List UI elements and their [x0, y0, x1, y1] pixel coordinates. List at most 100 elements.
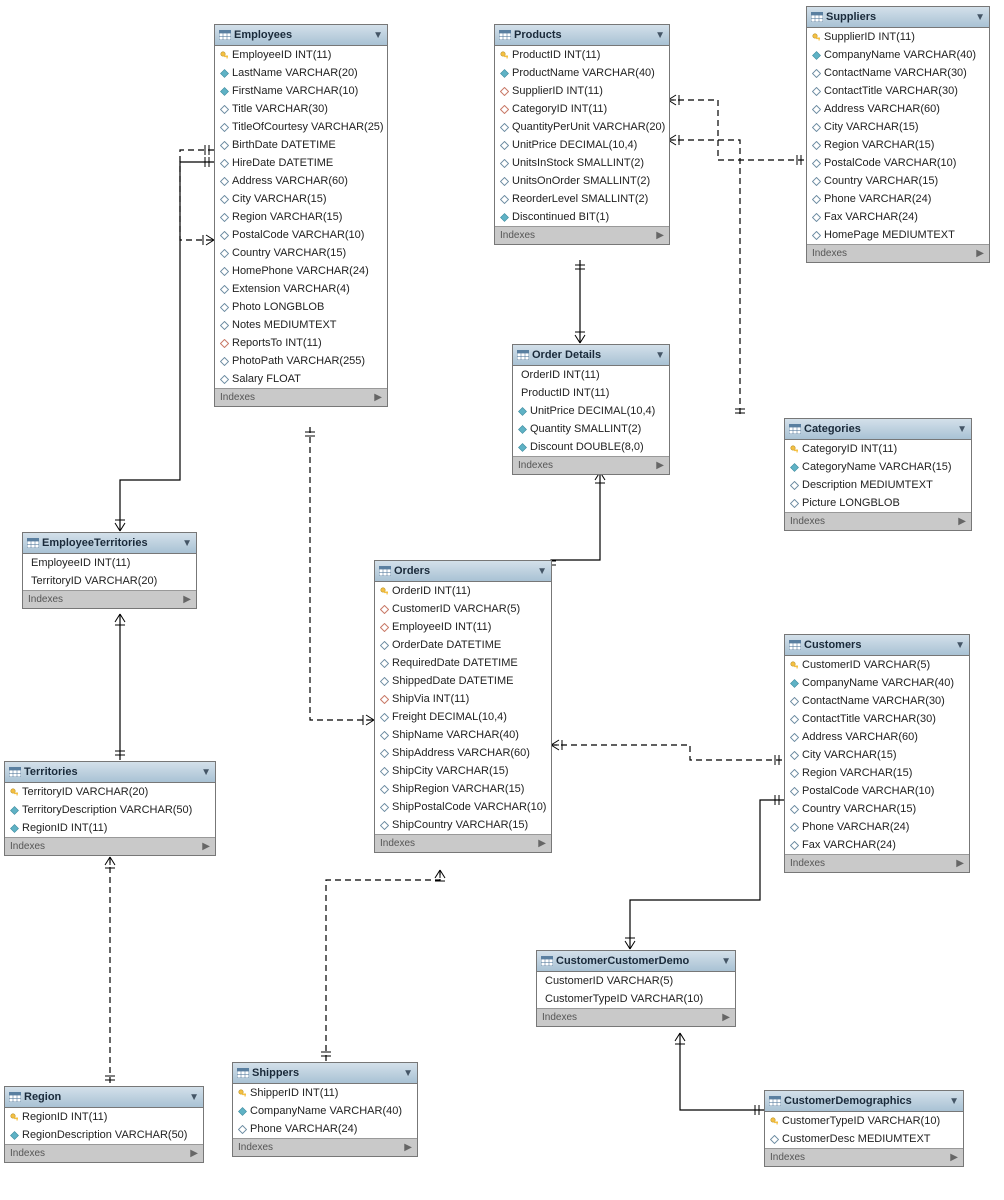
table-header[interactable]: Order Details▼ [513, 345, 669, 366]
column-row[interactable]: RegionID INT(11) [5, 819, 215, 837]
column-row[interactable]: CategoryID INT(11) [495, 100, 669, 118]
column-row[interactable]: Title VARCHAR(30) [215, 100, 387, 118]
column-row[interactable]: UnitPrice DECIMAL(10,4) [513, 402, 669, 420]
table-orderdetails[interactable]: Order Details▼OrderID INT(11)ProductID I… [512, 344, 670, 475]
collapse-arrow-icon[interactable]: ▼ [949, 1096, 959, 1107]
column-row[interactable]: ProductName VARCHAR(40) [495, 64, 669, 82]
table-header[interactable]: Customers▼ [785, 635, 969, 656]
column-row[interactable]: CompanyName VARCHAR(40) [785, 674, 969, 692]
collapse-arrow-icon[interactable]: ▼ [721, 956, 731, 967]
expand-arrow-icon[interactable]: ▶ [958, 516, 966, 527]
column-row[interactable]: City VARCHAR(15) [785, 746, 969, 764]
column-row[interactable]: Fax VARCHAR(24) [785, 836, 969, 854]
column-row[interactable]: Country VARCHAR(15) [807, 172, 989, 190]
column-row[interactable]: FirstName VARCHAR(10) [215, 82, 387, 100]
column-row[interactable]: BirthDate DATETIME [215, 136, 387, 154]
column-row[interactable]: CustomerDesc MEDIUMTEXT [765, 1130, 963, 1148]
column-row[interactable]: TerritoryID VARCHAR(20) [5, 783, 215, 801]
column-row[interactable]: City VARCHAR(15) [215, 190, 387, 208]
indexes-bar[interactable]: Indexes▶ [785, 512, 971, 530]
expand-arrow-icon[interactable]: ▶ [976, 248, 984, 259]
column-row[interactable]: CustomerTypeID VARCHAR(10) [765, 1112, 963, 1130]
indexes-bar[interactable]: Indexes▶ [513, 456, 669, 474]
table-header[interactable]: Region▼ [5, 1087, 203, 1108]
collapse-arrow-icon[interactable]: ▼ [655, 350, 665, 361]
column-row[interactable]: Photo LONGBLOB [215, 298, 387, 316]
table-products[interactable]: Products▼ProductID INT(11)ProductName VA… [494, 24, 670, 245]
column-row[interactable]: CategoryID INT(11) [785, 440, 971, 458]
column-row[interactable]: TitleOfCourtesy VARCHAR(25) [215, 118, 387, 136]
column-row[interactable]: Notes MEDIUMTEXT [215, 316, 387, 334]
indexes-bar[interactable]: Indexes▶ [785, 854, 969, 872]
expand-arrow-icon[interactable]: ▶ [950, 1152, 958, 1163]
column-row[interactable]: HomePhone VARCHAR(24) [215, 262, 387, 280]
column-row[interactable]: Picture LONGBLOB [785, 494, 971, 512]
column-row[interactable]: Address VARCHAR(60) [785, 728, 969, 746]
column-row[interactable]: EmployeeID INT(11) [215, 46, 387, 64]
column-row[interactable]: Freight DECIMAL(10,4) [375, 708, 551, 726]
column-row[interactable]: Phone VARCHAR(24) [785, 818, 969, 836]
column-row[interactable]: Phone VARCHAR(24) [233, 1120, 417, 1138]
column-row[interactable]: CustomerID VARCHAR(5) [537, 972, 735, 990]
collapse-arrow-icon[interactable]: ▼ [182, 538, 192, 549]
column-row[interactable]: EmployeeID INT(11) [375, 618, 551, 636]
column-row[interactable]: PostalCode VARCHAR(10) [785, 782, 969, 800]
column-row[interactable]: HireDate DATETIME [215, 154, 387, 172]
column-row[interactable]: PhotoPath VARCHAR(255) [215, 352, 387, 370]
column-row[interactable]: CustomerID VARCHAR(5) [785, 656, 969, 674]
column-row[interactable]: Region VARCHAR(15) [215, 208, 387, 226]
column-row[interactable]: ShipAddress VARCHAR(60) [375, 744, 551, 762]
column-row[interactable]: CategoryName VARCHAR(15) [785, 458, 971, 476]
column-row[interactable]: CustomerID VARCHAR(5) [375, 600, 551, 618]
table-orders[interactable]: Orders▼OrderID INT(11)CustomerID VARCHAR… [374, 560, 552, 853]
column-row[interactable]: ContactName VARCHAR(30) [785, 692, 969, 710]
table-region[interactable]: Region▼RegionID INT(11)RegionDescription… [4, 1086, 204, 1163]
column-row[interactable]: ShipCity VARCHAR(15) [375, 762, 551, 780]
table-shippers[interactable]: Shippers▼ShipperID INT(11)CompanyName VA… [232, 1062, 418, 1157]
table-header[interactable]: Employees▼ [215, 25, 387, 46]
table-territories[interactable]: Territories▼TerritoryID VARCHAR(20)Terri… [4, 761, 216, 856]
table-header[interactable]: CustomerCustomerDemo▼ [537, 951, 735, 972]
column-row[interactable]: OrderID INT(11) [375, 582, 551, 600]
column-row[interactable]: Fax VARCHAR(24) [807, 208, 989, 226]
column-row[interactable]: Phone VARCHAR(24) [807, 190, 989, 208]
table-employees[interactable]: Employees▼EmployeeID INT(11)LastName VAR… [214, 24, 388, 407]
indexes-bar[interactable]: Indexes▶ [375, 834, 551, 852]
column-row[interactable]: ShipperID INT(11) [233, 1084, 417, 1102]
column-row[interactable]: ContactTitle VARCHAR(30) [785, 710, 969, 728]
column-row[interactable]: Address VARCHAR(60) [807, 100, 989, 118]
collapse-arrow-icon[interactable]: ▼ [373, 30, 383, 41]
table-header[interactable]: EmployeeTerritories▼ [23, 533, 196, 554]
column-row[interactable]: ShipVia INT(11) [375, 690, 551, 708]
column-row[interactable]: CompanyName VARCHAR(40) [807, 46, 989, 64]
column-row[interactable]: RegionDescription VARCHAR(50) [5, 1126, 203, 1144]
column-row[interactable]: PostalCode VARCHAR(10) [215, 226, 387, 244]
expand-arrow-icon[interactable]: ▶ [722, 1012, 730, 1023]
collapse-arrow-icon[interactable]: ▼ [189, 1092, 199, 1103]
column-row[interactable]: City VARCHAR(15) [807, 118, 989, 136]
column-row[interactable]: Salary FLOAT [215, 370, 387, 388]
column-row[interactable]: EmployeeID INT(11) [23, 554, 196, 572]
column-row[interactable]: Region VARCHAR(15) [807, 136, 989, 154]
indexes-bar[interactable]: Indexes▶ [765, 1148, 963, 1166]
expand-arrow-icon[interactable]: ▶ [404, 1142, 412, 1153]
expand-arrow-icon[interactable]: ▶ [183, 594, 191, 605]
table-customercustomerdemo[interactable]: CustomerCustomerDemo▼CustomerID VARCHAR(… [536, 950, 736, 1027]
column-row[interactable]: RegionID INT(11) [5, 1108, 203, 1126]
column-row[interactable]: UnitPrice DECIMAL(10,4) [495, 136, 669, 154]
table-header[interactable]: Territories▼ [5, 762, 215, 783]
column-row[interactable]: CustomerTypeID VARCHAR(10) [537, 990, 735, 1008]
indexes-bar[interactable]: Indexes▶ [215, 388, 387, 406]
collapse-arrow-icon[interactable]: ▼ [957, 424, 967, 435]
column-row[interactable]: ReportsTo INT(11) [215, 334, 387, 352]
column-row[interactable]: UnitsOnOrder SMALLINT(2) [495, 172, 669, 190]
column-row[interactable]: ShipRegion VARCHAR(15) [375, 780, 551, 798]
column-row[interactable]: ProductID INT(11) [513, 384, 669, 402]
collapse-arrow-icon[interactable]: ▼ [975, 12, 985, 23]
column-row[interactable]: SupplierID INT(11) [807, 28, 989, 46]
table-suppliers[interactable]: Suppliers▼SupplierID INT(11)CompanyName … [806, 6, 990, 263]
table-categories[interactable]: Categories▼CategoryID INT(11)CategoryNam… [784, 418, 972, 531]
expand-arrow-icon[interactable]: ▶ [202, 841, 210, 852]
indexes-bar[interactable]: Indexes▶ [5, 837, 215, 855]
table-header[interactable]: CustomerDemographics▼ [765, 1091, 963, 1112]
